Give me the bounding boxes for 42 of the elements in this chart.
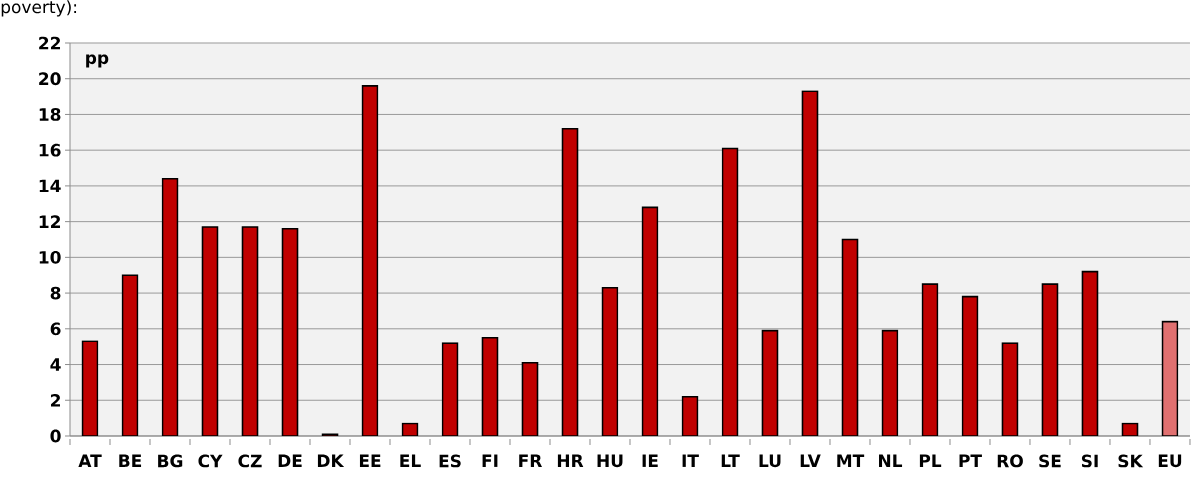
text: poverty): <box>1 0 77 17</box>
x-tick-label: LT <box>721 454 740 467</box>
x-tick-label: RO <box>997 454 1023 468</box>
x-tick-label: DE <box>278 454 302 467</box>
x-tick-label: FI <box>482 454 498 467</box>
x-tick-label: BG <box>158 454 183 468</box>
x-tick-label: AT <box>78 454 102 467</box>
y-tick-label: 22 <box>39 36 61 50</box>
y-tick-label: 16 <box>39 143 61 157</box>
y-tick-label: 0 <box>50 429 61 443</box>
y-tick-label: 20 <box>39 72 61 86</box>
x-tick-label: EU <box>1158 454 1182 468</box>
x-tick-label: PT <box>959 454 982 467</box>
y-tick-label: 12 <box>39 215 61 228</box>
y-tick-label: 10 <box>39 250 61 264</box>
x-tick-label: EL <box>400 454 421 467</box>
x-tick-label: NL <box>879 454 903 467</box>
x-tick-label: ES <box>439 454 461 468</box>
x-tick-label: PL <box>919 454 942 467</box>
x-tick-label: SK <box>1118 454 1144 468</box>
y-tick-label: 4 <box>50 358 61 371</box>
x-tick-label: MT <box>837 454 865 467</box>
x-tick-label: FR <box>519 454 543 467</box>
x-tick-label: BE <box>119 454 142 467</box>
x-tick-label: IT <box>682 454 699 467</box>
x-tick-label: LV <box>800 454 821 467</box>
y-tick-label: 6 <box>50 322 61 336</box>
x-tick-label: SI <box>1081 454 1098 468</box>
x-tick-label: IE <box>642 454 658 467</box>
x-tick-label: SE <box>1039 454 1061 468</box>
y-tick-label: 8 <box>50 286 61 300</box>
x-tick-label: CZ <box>238 454 262 468</box>
x-tick-label: DK <box>317 454 345 467</box>
y-tick-label: 18 <box>39 108 61 121</box>
x-tick-label: EE <box>359 454 381 467</box>
x-tick-label: LU <box>759 454 781 468</box>
y-tick-label: 2 <box>51 393 61 407</box>
x-tick-label: HR <box>557 454 584 467</box>
y-tick-label: 14 <box>39 179 61 193</box>
x-tick-label: CY <box>198 454 223 468</box>
x-tick-label: HU <box>597 454 623 468</box>
y-axis-title: pp <box>86 54 109 68</box>
